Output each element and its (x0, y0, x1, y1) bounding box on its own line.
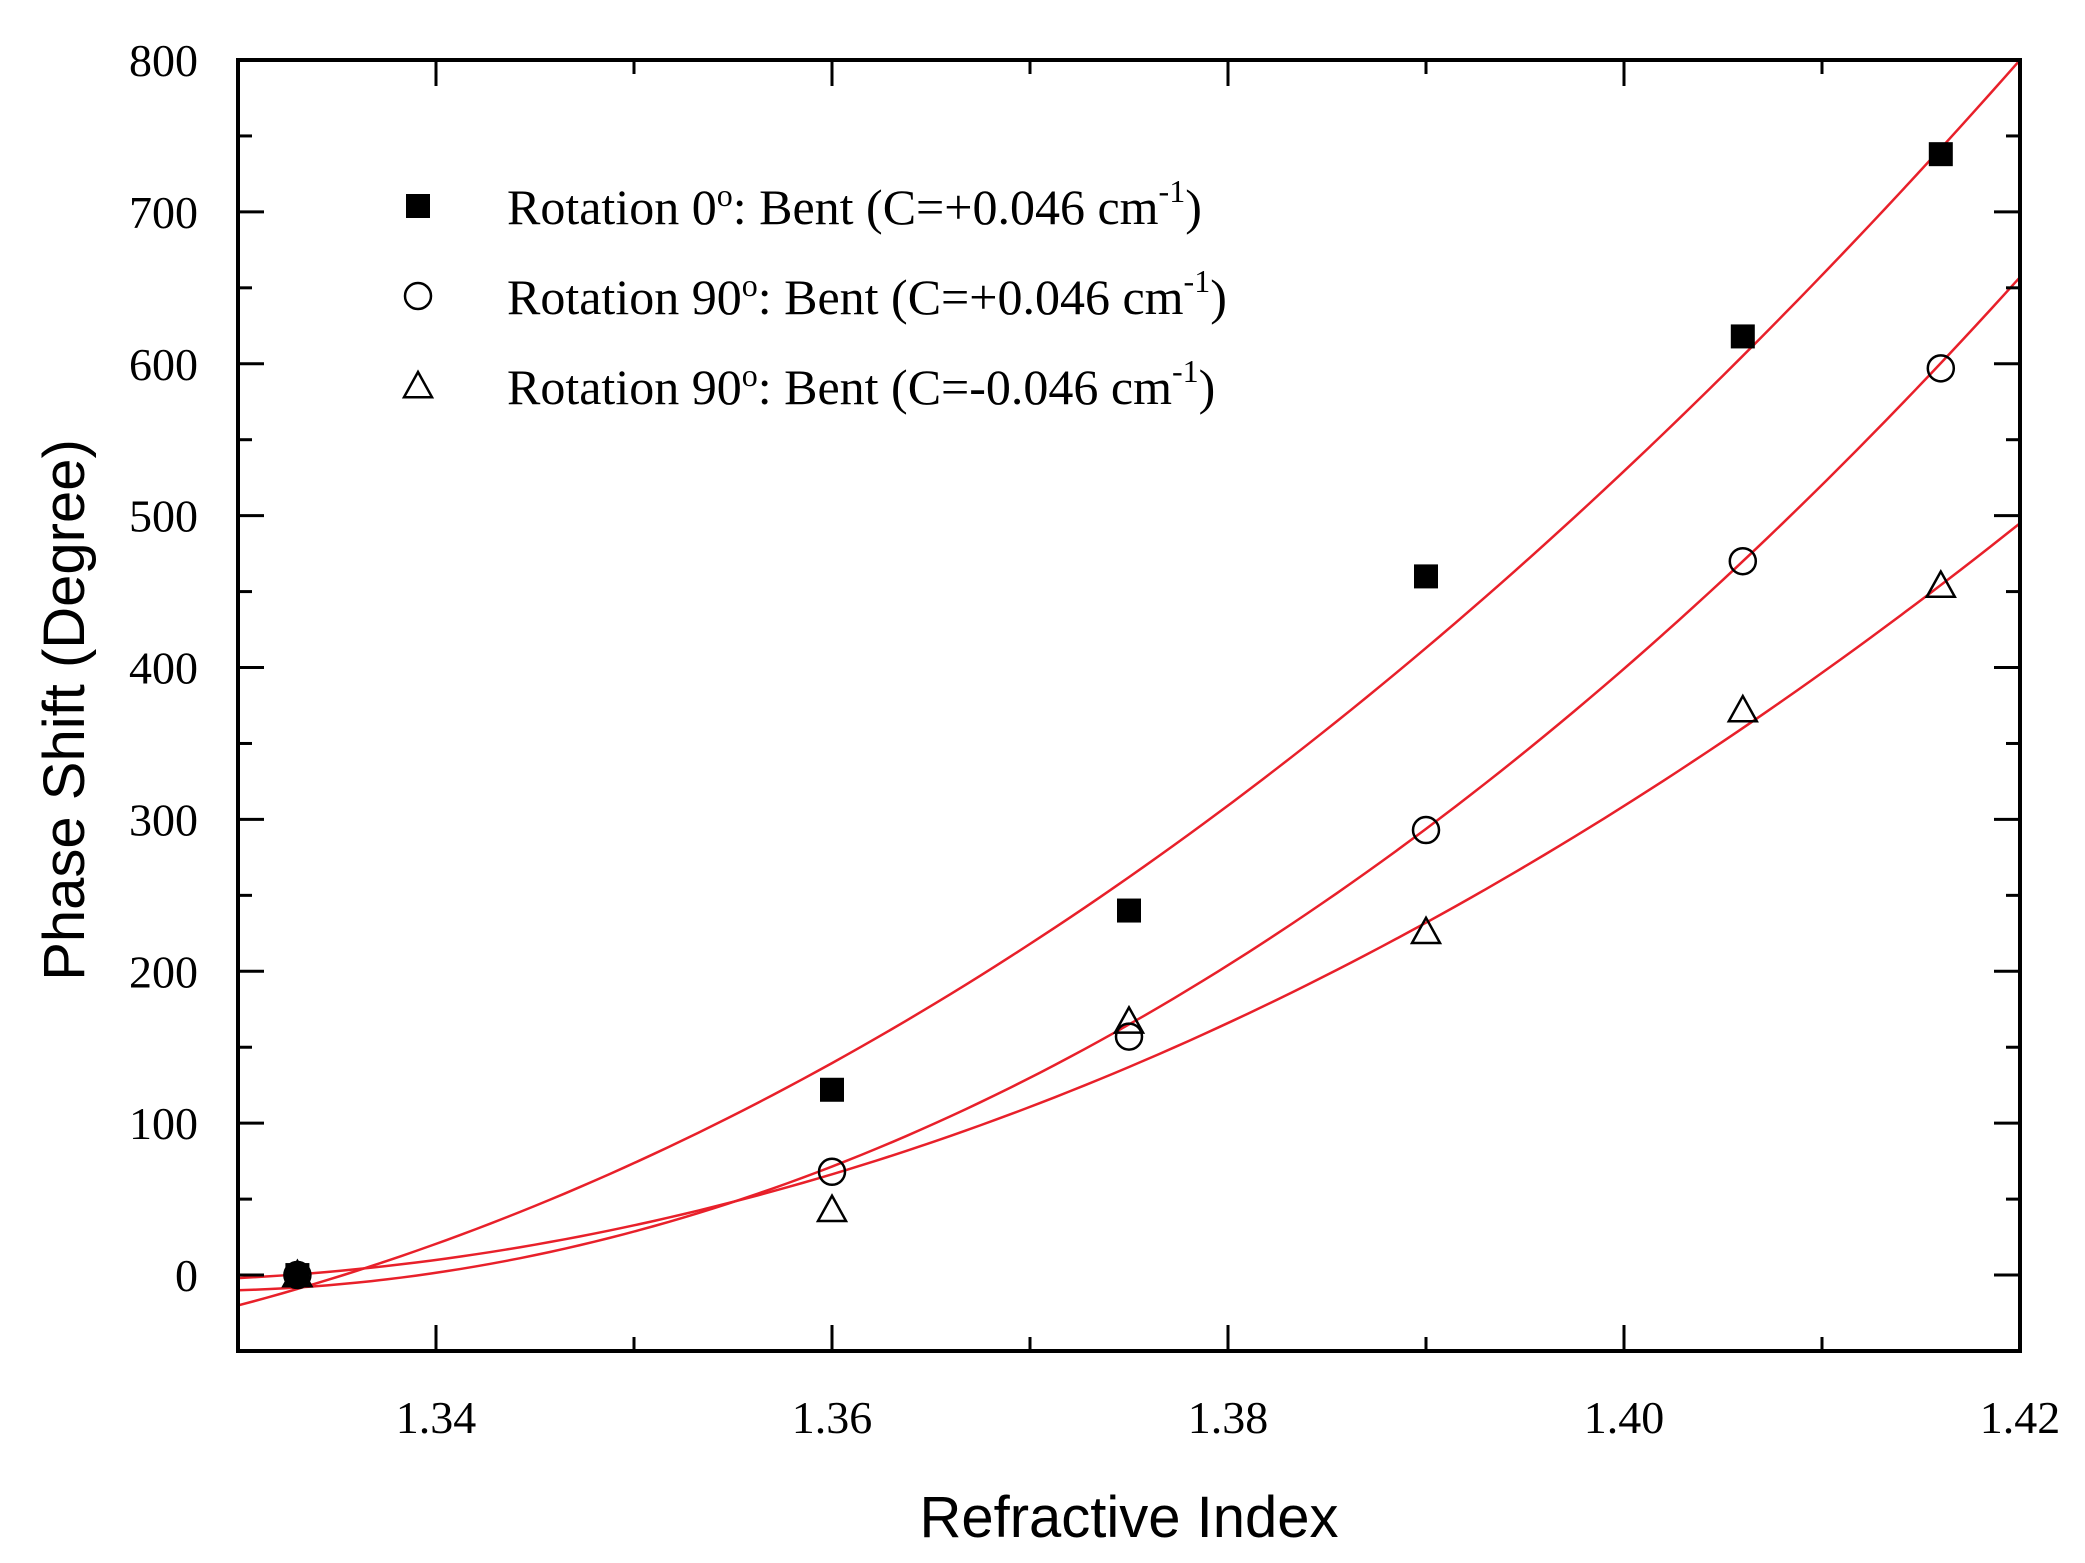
legend-marker-series-1 (406, 194, 430, 218)
axis-ticks (236, 58, 2022, 1353)
data-point-series-2 (1411, 815, 1441, 845)
data-point-series-3 (1112, 1004, 1146, 1034)
data-point-series-1 (1730, 324, 1755, 349)
x-tick-label: 1.38 (1188, 1392, 1269, 1443)
legend-label-text: Rotation 90 (507, 359, 742, 415)
fit-curve-series-3 (238, 522, 2020, 1280)
fit-curve-series-2 (238, 276, 2020, 1292)
legend-label-close: ) (1199, 359, 1216, 415)
legend-marker-series-2 (403, 281, 433, 311)
legend-label-superscript: -1 (1159, 173, 1186, 209)
data-point-series-3 (281, 1258, 314, 1288)
legend-label-degree: o (717, 177, 733, 213)
x-tick-label: 1.34 (396, 1392, 477, 1443)
x-tick-label: 1.36 (792, 1392, 873, 1443)
y-axis-title: Phase Shift (Degree) (32, 439, 97, 981)
legend-label-close: ) (1185, 179, 1202, 235)
legend-label-rest: : Bent (C=+0.046 cm (758, 269, 1184, 325)
y-tick-label: 400 (129, 643, 198, 694)
legend-label-superscript: -1 (1172, 353, 1199, 389)
fit-curve-series-1 (238, 60, 2020, 1307)
data-point-series-1 (1117, 898, 1141, 923)
legend-label-rest: : Bent (C=+0.046 cm (733, 179, 1159, 235)
data-point-series-2 (1926, 354, 1956, 383)
x-tick-labels: 1.34 1.36 1.38 1.40 1.42 (396, 1392, 2061, 1443)
y-tick-labels: 0 100 200 300 400 500 600 700 800 (129, 35, 198, 1301)
y-tick-label: 700 (129, 187, 198, 238)
y-tick-label: 500 (129, 491, 198, 542)
y-tick-label: 300 (129, 794, 198, 845)
legend-label-degree: o (742, 267, 758, 303)
data-point-series-3 (1924, 568, 1957, 598)
data-point-series-1 (820, 1077, 844, 1102)
data-point-series-3 (815, 1193, 849, 1223)
y-tick-label: 600 (129, 339, 198, 390)
data-points (281, 142, 1957, 1290)
x-axis-title: Refractive Index (919, 1485, 1338, 1550)
y-tick-label: 800 (129, 35, 198, 86)
fit-curves (238, 60, 2020, 1307)
data-point-series-1 (1928, 142, 1953, 167)
legend-label-rest: : Bent (C=-0.046 cm (758, 359, 1172, 415)
plot-frame (236, 58, 2022, 1353)
x-tick-label: 1.40 (1584, 1392, 1665, 1443)
legend-label-text: Rotation 0 (507, 179, 717, 235)
y-tick-label: 0 (175, 1250, 198, 1301)
y-tick-label: 100 (129, 1098, 198, 1149)
legend-label-text: Rotation 90 (507, 269, 742, 325)
y-tick-label: 200 (129, 946, 198, 997)
data-point-series-2 (1728, 546, 1758, 576)
legend-label-series-1: Rotation 0o: Bent (C=+0.046 cm-1) (507, 173, 1202, 235)
legend: Rotation 0o: Bent (C=+0.046 cm-1)Rotatio… (401, 173, 1227, 415)
legend-label-degree: o (742, 357, 758, 393)
legend-label-superscript: -1 (1184, 263, 1211, 299)
legend-marker-series-3 (401, 369, 435, 399)
data-point-series-2 (817, 1157, 847, 1187)
data-point-series-3 (1409, 915, 1443, 945)
data-point-series-2 (1114, 1022, 1144, 1051)
data-point-series-3 (1726, 693, 1759, 723)
legend-label-series-2: Rotation 90o: Bent (C=+0.046 cm-1) (507, 263, 1227, 325)
x-tick-label: 1.42 (1980, 1392, 2061, 1443)
data-point-series-1 (1414, 564, 1438, 589)
legend-label-series-3: Rotation 90o: Bent (C=-0.046 cm-1) (507, 353, 1215, 415)
legend-label-close: ) (1210, 269, 1227, 325)
